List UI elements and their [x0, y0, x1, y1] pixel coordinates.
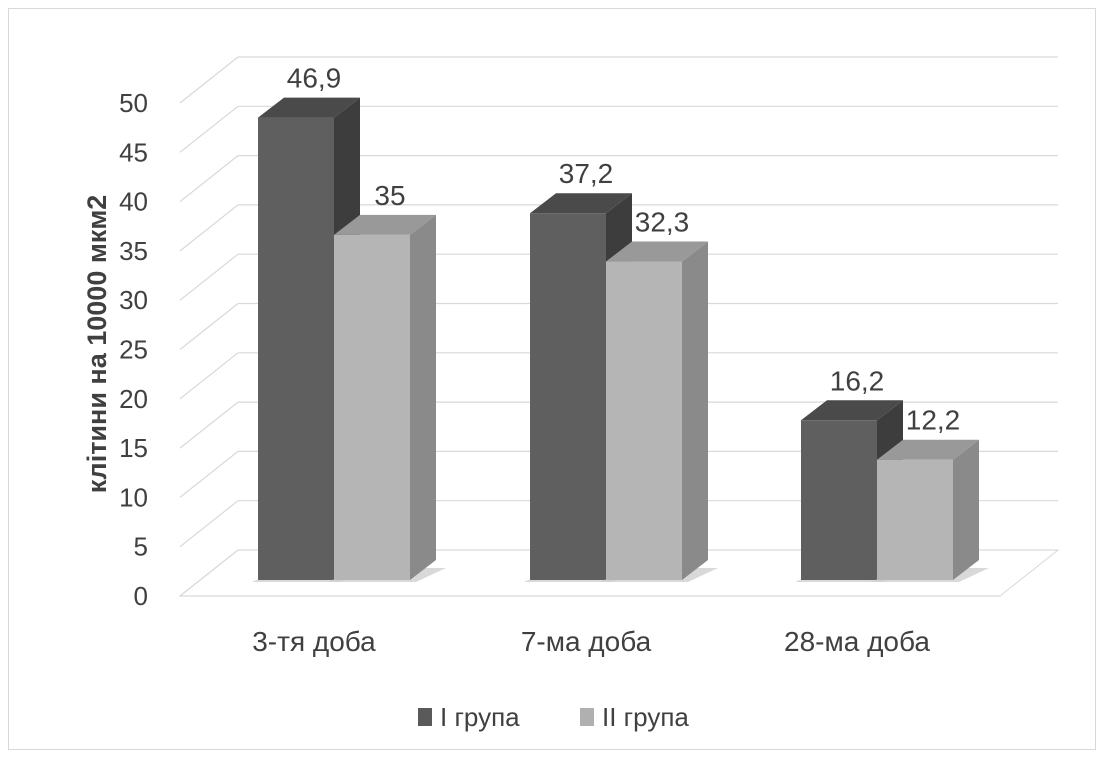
- bar-top: [606, 241, 708, 262]
- y-tick-label: 45: [119, 137, 148, 167]
- y-tick-label: 15: [119, 433, 148, 463]
- y-tick-label: 40: [119, 187, 148, 217]
- gridline-depth: [179, 56, 239, 104]
- bar-side: [953, 439, 979, 580]
- gridline-depth: [179, 500, 239, 548]
- bar: [877, 459, 953, 580]
- bar-top: [877, 439, 979, 460]
- data-label: 32,3: [635, 207, 690, 238]
- bar-top: [530, 193, 632, 214]
- x-tick-label: 3-тя доба: [252, 626, 376, 657]
- bar: [334, 234, 410, 580]
- data-label: 37,2: [559, 158, 614, 189]
- gridline-depth: [179, 204, 239, 252]
- gridline-depth: [179, 253, 239, 301]
- x-tick-label: 7-ма доба: [521, 626, 652, 657]
- data-label: 12,2: [906, 405, 961, 436]
- y-tick-label: 10: [119, 482, 148, 512]
- gridline-depth: [179, 401, 239, 449]
- y-tick-label: 20: [119, 384, 148, 414]
- bar-top: [801, 400, 903, 421]
- y-tick-label: 25: [119, 335, 148, 365]
- gridline-depth: [179, 155, 239, 203]
- gridline-depth: [179, 352, 239, 400]
- bar: [801, 420, 877, 580]
- y-tick-label: 0: [134, 581, 148, 611]
- bar: [258, 117, 334, 580]
- data-label: 16,2: [830, 365, 885, 396]
- legend-swatch: [580, 708, 594, 726]
- bar-top: [334, 214, 436, 235]
- bar-side: [410, 214, 436, 580]
- legend-swatch: [418, 708, 432, 726]
- bar: [606, 261, 682, 580]
- gridline-depth: [179, 450, 239, 498]
- gridline-depth: [179, 549, 239, 597]
- legend-label: I група: [440, 702, 520, 732]
- y-tick-label: 5: [134, 532, 148, 562]
- gridline-depth: [179, 303, 239, 350]
- y-tick-label: 35: [119, 236, 148, 266]
- data-label: 46,9: [287, 63, 342, 94]
- gridline-depth: [179, 105, 239, 153]
- y-tick-label: 30: [119, 285, 148, 315]
- legend-label: II група: [602, 702, 689, 732]
- x-tick-label: 28-ма доба: [784, 626, 930, 657]
- bar: [530, 213, 606, 580]
- y-axis-label: клітини на 10000 мкм2: [82, 195, 112, 494]
- y-tick-label: 50: [119, 88, 148, 118]
- bar-top: [258, 97, 360, 118]
- bar-side: [682, 241, 708, 580]
- data-label: 35: [374, 180, 405, 211]
